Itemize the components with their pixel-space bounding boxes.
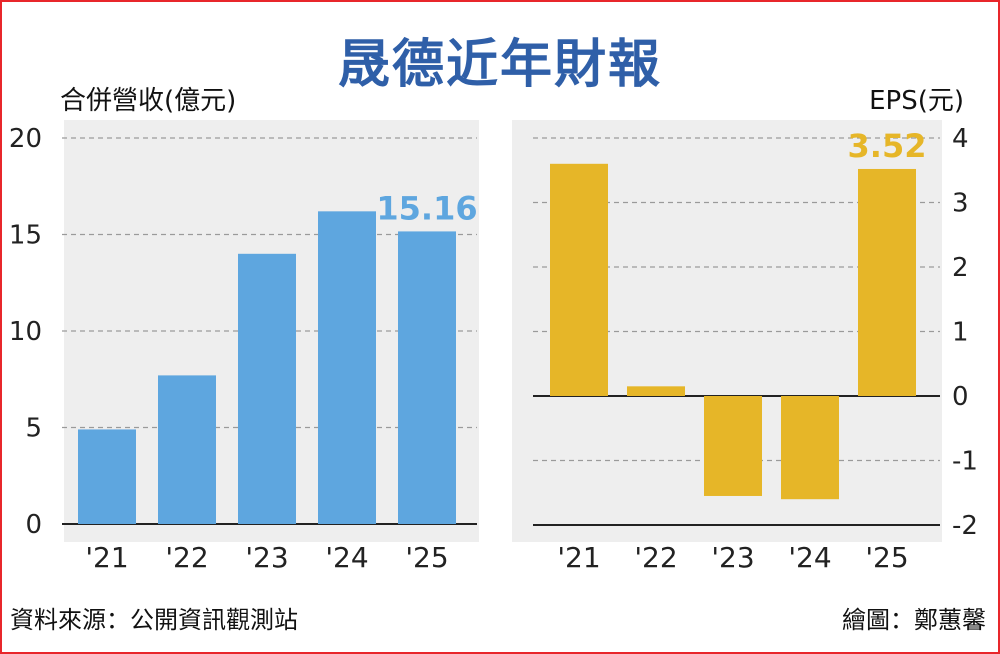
revenue-bar xyxy=(78,429,136,524)
data-source: 資料來源：公開資訊觀測站 xyxy=(10,606,298,634)
revenue-x-tick-label: '25 xyxy=(405,541,448,574)
chart-title: 晟德近年財報 xyxy=(337,35,662,95)
eps-x-tick-label: '21 xyxy=(557,541,600,574)
eps-axis-label: EPS(元) xyxy=(869,86,964,116)
eps-x-tick-label: '25 xyxy=(865,541,908,574)
eps-bar xyxy=(704,396,762,496)
revenue-y-tick-label: 10 xyxy=(9,317,42,347)
eps-bar xyxy=(858,168,916,396)
eps-y-tick-label: -1 xyxy=(952,447,978,477)
revenue-chart: 0 5 10 15 20 '21 '22 '23 '24 '25 15.16 xyxy=(9,124,478,574)
eps-x-tick-label: '24 xyxy=(788,541,831,574)
eps-y-tick-label: -2 xyxy=(952,511,978,541)
graphic-credit: 繪圖：鄭蕙馨 xyxy=(842,606,986,634)
eps-x-tick-label: '22 xyxy=(634,541,677,574)
revenue-x-tick-label: '21 xyxy=(85,541,128,574)
revenue-x-tick-label: '24 xyxy=(325,541,368,574)
revenue-y-tick-label: 15 xyxy=(9,221,42,251)
revenue-bar xyxy=(158,375,216,524)
revenue-x-tick-label: '22 xyxy=(165,541,208,574)
eps-bar xyxy=(627,386,685,396)
eps-y-tick-label: 1 xyxy=(952,318,969,348)
revenue-bar xyxy=(398,231,456,525)
eps-y-tick-label: 2 xyxy=(952,253,969,283)
eps-bar xyxy=(781,396,839,500)
revenue-y-tick-label: 5 xyxy=(25,414,42,444)
revenue-value-label: 15.16 xyxy=(376,189,477,227)
eps-y-tick-label: 3 xyxy=(952,189,969,219)
eps-y-tick-label: 0 xyxy=(952,382,969,412)
eps-value-label: 3.52 xyxy=(848,127,927,165)
eps-x-tick-label: '23 xyxy=(711,541,754,574)
eps-chart: -2 -1 0 1 2 3 4 '21 '22 '23 '24 '25 3.52 xyxy=(533,124,978,574)
eps-bar xyxy=(550,163,608,396)
revenue-x-tick-label: '23 xyxy=(245,541,288,574)
revenue-bar xyxy=(318,211,376,524)
revenue-y-tick-label: 0 xyxy=(25,510,42,540)
revenue-y-tick-label: 20 xyxy=(9,124,42,154)
revenue-axis-label: 合併營收(億元) xyxy=(60,86,237,116)
revenue-bar xyxy=(238,253,296,525)
eps-y-tick-label: 4 xyxy=(952,124,969,154)
